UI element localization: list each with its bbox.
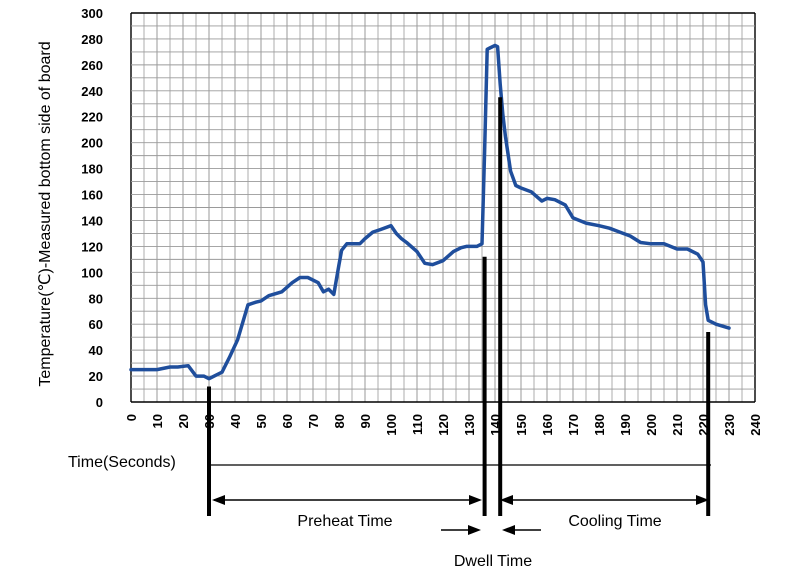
y-tick-label: 20 [89,369,103,384]
x-tick-label: 230 [722,414,737,436]
cooling-arrow [500,495,709,505]
x-tick-label: 200 [644,414,659,436]
y-tick-label: 200 [81,136,103,151]
dwell-time-label: Dwell Time [454,553,532,570]
x-tick-labels: 0102030405060708090100110120130140150160… [124,414,763,436]
x-tick-label: 50 [254,414,269,428]
dwell-arrows [441,525,541,535]
x-tick-label: 190 [618,414,633,436]
y-tick-label: 300 [81,6,103,21]
x-tick-label: 20 [176,414,191,428]
y-tick-label: 80 [89,291,103,306]
x-tick-label: 100 [384,414,399,436]
y-tick-label: 160 [81,188,103,203]
x-tick-label: 110 [410,414,425,435]
x-tick-label: 180 [592,414,607,436]
x-tick-label: 170 [566,414,581,436]
preheat-arrow [212,495,482,505]
x-tick-label: 10 [150,414,165,428]
x-tick-label: 120 [436,414,451,436]
y-tick-label: 100 [81,265,103,280]
x-tick-label: 150 [514,414,529,436]
x-tick-label: 60 [280,414,295,428]
x-axis-label: Time(Seconds) [68,454,176,471]
x-tick-label: 210 [670,414,685,436]
x-tick-label: 0 [124,414,139,421]
y-tick-label: 40 [89,343,103,358]
x-tick-label: 40 [228,414,243,428]
y-tick-label: 180 [81,162,103,177]
x-tick-label: 70 [306,414,321,428]
y-tick-label: 240 [81,84,103,99]
y-tick-labels: 0 20 40 60 80 100 120 140 160 180 200 220 240 260 280 3… [81,6,103,410]
y-tick-label: 0 [96,395,103,410]
grid-lines [130,12,756,403]
y-tick-label: 220 [81,110,103,125]
y-tick-label: 280 [81,32,103,47]
x-tick-label: 160 [540,414,555,436]
x-tick-label: 130 [462,414,477,436]
cooling-time-label: Cooling Time [568,513,661,530]
x-tick-label: 240 [748,414,763,436]
y-axis-label: Temperature(℃)-Measured bottom side of b… [37,41,54,386]
y-tick-label: 140 [81,213,103,228]
y-tick-label: 60 [89,317,103,332]
phase-marker-lines [207,97,711,516]
x-tick-label: 90 [358,414,373,428]
preheat-time-label: Preheat Time [297,513,392,530]
y-tick-label: 120 [81,239,103,254]
y-tick-label: 260 [81,58,103,73]
x-tick-label: 80 [332,414,347,428]
temperature-series-line [129,43,731,381]
